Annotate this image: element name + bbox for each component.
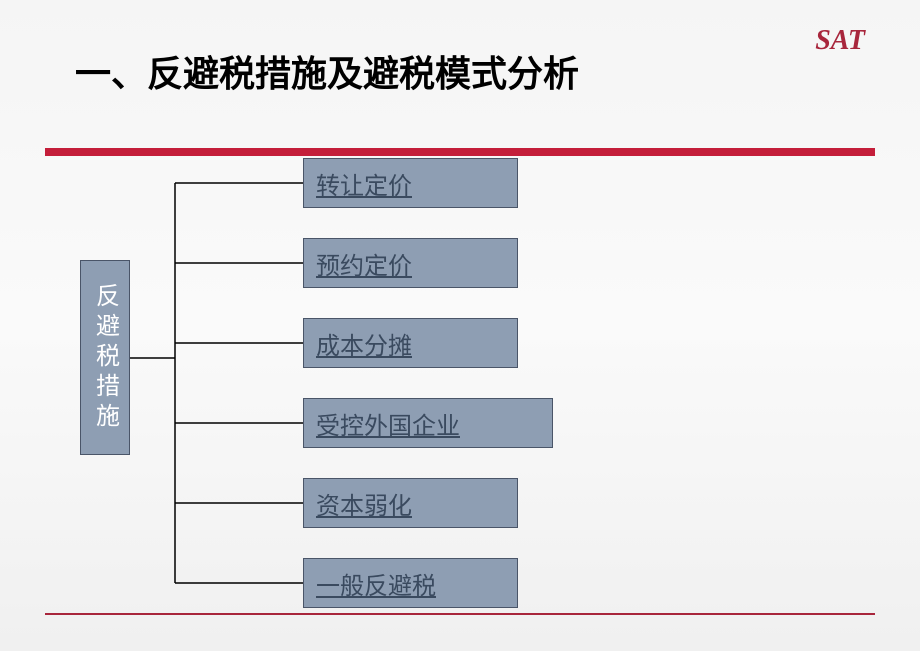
child-link-0[interactable]: 转让定价 [316,166,412,201]
child-node-4[interactable]: 资本弱化 [303,478,518,528]
child-node-3[interactable]: 受控外国企业 [303,398,553,448]
child-link-5[interactable]: 一般反避税 [316,566,436,601]
child-link-1[interactable]: 预约定价 [316,246,412,281]
divider-bar [45,148,875,156]
child-link-4[interactable]: 资本弱化 [316,486,412,521]
footer-divider [45,613,875,615]
child-node-5[interactable]: 一般反避税 [303,558,518,608]
corner-badge: SAT [815,25,865,57]
child-node-1[interactable]: 预约定价 [303,238,518,288]
child-node-0[interactable]: 转让定价 [303,158,518,208]
child-node-2[interactable]: 成本分摊 [303,318,518,368]
root-node: 反避税措施 [80,260,130,455]
root-label: 反避税措施 [88,283,123,433]
child-link-3[interactable]: 受控外国企业 [316,406,460,441]
child-link-2[interactable]: 成本分摊 [316,326,412,361]
page-title: 一、反避税措施及避税模式分析 [75,45,579,97]
